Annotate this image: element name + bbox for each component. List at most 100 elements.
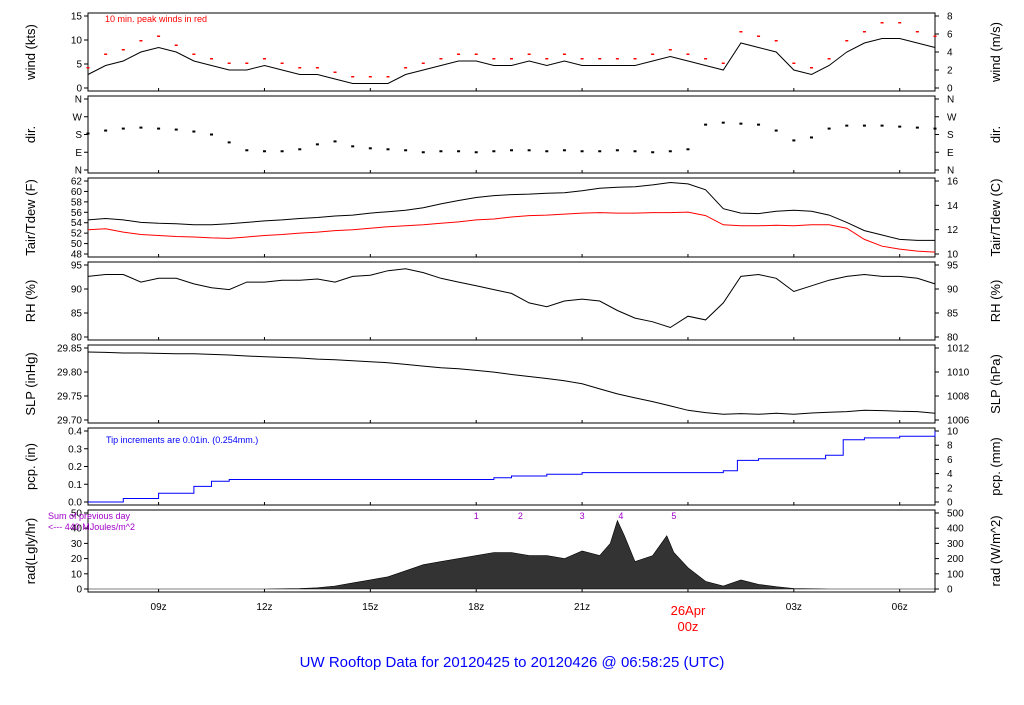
wind-peak-mark <box>686 53 690 55</box>
dir-point <box>615 149 619 152</box>
wind-peak-mark <box>457 53 461 55</box>
wind-peak-mark <box>245 62 249 64</box>
dir-point <box>439 150 443 153</box>
dir-point <box>227 141 231 144</box>
dir-point <box>686 148 690 151</box>
ytick-label-right-wind: 8 <box>947 12 953 23</box>
wind-peak-mark <box>792 62 796 64</box>
dir-point <box>298 148 302 151</box>
wind-peak-mark <box>827 58 831 60</box>
ytick-label-left-pcp: 0.3 <box>68 444 82 455</box>
dir-point <box>121 127 125 130</box>
wind-peak-mark <box>527 53 531 55</box>
ytick-label-left-dir: N <box>75 166 82 177</box>
ytick-label-right-temp: 14 <box>947 201 959 212</box>
ytick-label-right-rh: 90 <box>947 285 959 296</box>
wind-peak-mark <box>386 76 390 78</box>
ytick-label-right-dir: N <box>947 95 954 106</box>
dir-point <box>915 126 919 129</box>
dir-point <box>827 127 831 130</box>
dir-point <box>174 128 178 131</box>
rad-annotation-line1: Sum of previous day <box>48 511 131 521</box>
ytick-label-right-temp: 16 <box>947 177 959 188</box>
wind-peak-mark <box>86 67 90 69</box>
ytick-label-right-pcp: 0 <box>947 498 953 509</box>
ytick-label-left-slp: 29.85 <box>57 344 82 355</box>
dir-point <box>757 123 761 126</box>
xtick-label: 18z <box>468 602 484 613</box>
ytick-label-left-slp: 29.75 <box>57 392 82 403</box>
chart-title: UW Rooftop Data for 20120425 to 20120426… <box>300 654 725 671</box>
ytick-label-left-rad: 50 <box>71 509 83 520</box>
ytick-label-left-rh: 80 <box>71 333 83 344</box>
dir-point <box>598 150 602 153</box>
pcp-step-line <box>88 431 936 503</box>
wind-peak-mark <box>368 76 372 78</box>
ytick-label-right-pcp: 2 <box>947 483 953 494</box>
wind-peak-mark <box>192 53 196 55</box>
wind-peak-mark <box>333 71 337 73</box>
ytick-label-left-rh: 90 <box>71 285 83 296</box>
ylabel-right-wind: wind (m/s) <box>988 22 1003 83</box>
wind-peak-mark <box>298 67 302 69</box>
dir-point <box>333 140 337 143</box>
wind-peak-mark <box>862 31 866 33</box>
rad-marker-label: 3 <box>580 511 585 521</box>
dir-point <box>651 151 655 154</box>
rad-marker-label: 2 <box>518 511 523 521</box>
dir-point <box>210 133 214 136</box>
wind-peak-mark <box>933 35 937 37</box>
panel-frame-wind <box>87 12 936 92</box>
date-label: 26Apr <box>671 603 706 618</box>
ytick-label-right-wind: 0 <box>947 84 953 95</box>
ylabel-left-dir: dir. <box>23 126 38 143</box>
panel-frame-dir <box>87 95 936 174</box>
ytick-label-left-dir: E <box>75 148 82 159</box>
dir-point <box>668 150 672 153</box>
ytick-label-right-dir: N <box>947 166 954 177</box>
ytick-label-right-dir: W <box>947 112 957 123</box>
ytick-label-left-pcp: 0.2 <box>68 462 82 473</box>
wind-peak-mark <box>721 62 725 64</box>
dir-point <box>527 149 531 152</box>
ylabel-right-rad: rad (W/m^2) <box>988 515 1003 586</box>
dir-point <box>262 150 266 153</box>
date-hour-label: 00z <box>677 619 698 634</box>
ytick-label-right-rh: 85 <box>947 309 959 320</box>
rad-marker-label: 4 <box>618 511 623 521</box>
wind-peak-mark <box>809 67 813 69</box>
ylabel-right-rh: RH (%) <box>988 280 1003 323</box>
ytick-label-right-pcp: 4 <box>947 469 953 480</box>
dir-point <box>86 132 90 135</box>
xtick-label: 15z <box>362 602 378 613</box>
ylabel-left-slp: SLP (inHg) <box>23 352 38 415</box>
wind-peak-mark <box>157 35 161 37</box>
ytick-label-left-rad: 0 <box>76 585 82 596</box>
panel-frame-rh <box>87 261 936 341</box>
wind-peak-mark <box>880 22 884 24</box>
wind-peak-mark <box>315 67 319 69</box>
ytick-label-left-wind: 10 <box>71 36 83 47</box>
wind-peak-mark <box>210 58 214 60</box>
dir-point <box>792 139 796 142</box>
ytick-label-right-pcp: 6 <box>947 455 953 466</box>
slp-line <box>87 351 936 415</box>
dir-point <box>492 150 496 153</box>
dir-point <box>192 130 196 133</box>
dir-point <box>139 126 143 129</box>
wind-peak-mark <box>174 44 178 46</box>
ytick-label-left-rh: 85 <box>71 309 83 320</box>
wind-peak-mark <box>739 31 743 33</box>
dir-point <box>104 129 108 132</box>
xtick-label: 06z <box>892 602 908 613</box>
ylabel-left-rad: rad(Lgly/hr) <box>23 518 38 584</box>
rad-marker-label: 1 <box>474 511 479 521</box>
xtick-label: 21z <box>574 602 590 613</box>
ytick-label-left-wind: 15 <box>71 12 83 23</box>
ytick-label-left-slp: 29.80 <box>57 368 82 379</box>
ytick-label-left-rad: 10 <box>71 569 83 580</box>
ytick-label-right-rad: 200 <box>947 554 964 565</box>
dir-point <box>739 122 743 125</box>
dir-point <box>809 136 813 139</box>
